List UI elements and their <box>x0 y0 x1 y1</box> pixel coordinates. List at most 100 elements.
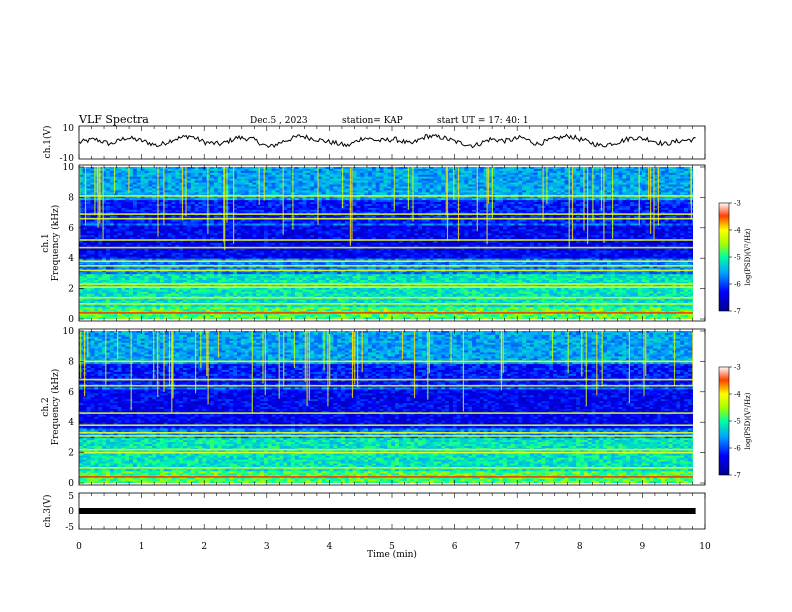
spectrogram-cell <box>510 196 515 199</box>
spectrogram-cell <box>379 176 384 180</box>
spectrogram-cell <box>314 198 319 201</box>
spectrogram-cell <box>660 174 666 178</box>
spectrogram-cell <box>129 200 134 203</box>
spectrogram-cell <box>637 190 643 193</box>
spectrogram-cell <box>437 198 442 201</box>
spectrogram-cell <box>267 176 273 180</box>
spectrogram-cell <box>483 188 488 191</box>
spectrogram-cell <box>256 207 261 211</box>
spectrogram-cell <box>213 184 219 187</box>
spectrogram-cell <box>633 182 639 185</box>
spectrogram-cell <box>186 174 192 178</box>
spectrogram-cell <box>452 172 458 176</box>
spectrogram-cell <box>387 196 392 199</box>
spectrogram-cell <box>244 205 249 209</box>
spectrogram-cell <box>533 172 538 176</box>
spectrogram-cell <box>317 178 323 182</box>
spectrogram-cell <box>279 198 284 201</box>
spectrogram-cell <box>325 204 330 207</box>
spectrogram-cell <box>383 178 388 182</box>
spectrogram-cell <box>275 202 280 205</box>
spectrogram-cell <box>94 204 99 207</box>
spectrogram-cell <box>294 198 300 201</box>
spectrogram-cell <box>630 170 635 174</box>
spectrogram-cell <box>595 172 600 176</box>
spectrogram-cell <box>529 196 535 199</box>
spectrogram-cell <box>664 174 670 178</box>
spectrogram-cell <box>556 205 562 209</box>
spectrogram-cell <box>364 205 369 209</box>
spectrogram-cell <box>294 172 300 176</box>
spectrogram-cell <box>233 178 238 182</box>
spectrogram-cell <box>267 200 273 203</box>
spectrogram-cell <box>506 174 512 178</box>
spectrogram-cell <box>148 172 153 176</box>
spectrogram-cell <box>572 167 577 170</box>
spectrogram-cell <box>125 172 130 176</box>
spectrogram-cell <box>633 192 639 195</box>
spectrogram-cell <box>325 184 330 187</box>
spectrogram-cell <box>368 170 373 174</box>
spectrogram-cell <box>691 168 693 172</box>
spectrogram-cell <box>360 204 365 207</box>
spectrogram-cell <box>468 168 473 172</box>
spectrogram-cell <box>653 186 658 189</box>
spectrogram-cell <box>271 167 276 170</box>
spectrogram-cell <box>163 200 169 203</box>
spectrogram-cell <box>132 207 138 211</box>
spectrogram-cell <box>672 207 677 211</box>
spectrogram-cell <box>275 170 280 174</box>
spectrogram-cell <box>190 202 196 205</box>
spectrogram-cell <box>210 170 215 174</box>
spectrogram-cell <box>113 176 118 180</box>
spectrogram-cell <box>306 196 311 199</box>
spectrogram-cell <box>487 178 492 182</box>
spectrogram-cell <box>244 192 249 195</box>
spectrogram-cell <box>121 186 126 189</box>
spectrogram-cell <box>653 188 658 191</box>
spectrogram-cell <box>526 186 531 189</box>
spectrogram-cell <box>79 174 84 178</box>
spectrogram-cell <box>163 192 169 195</box>
spectrogram-cell <box>379 170 384 174</box>
spectrogram-cell <box>102 174 107 178</box>
spectrogram-cell <box>306 170 311 174</box>
spectrogram-cell <box>649 190 654 193</box>
spectrogram-cell <box>121 188 126 191</box>
spectrogram-cell <box>580 184 585 187</box>
spectrogram-cell <box>294 176 300 180</box>
spectrogram-cell <box>321 170 327 174</box>
spectrogram-cell <box>283 167 288 170</box>
spectrogram-cell <box>491 186 496 189</box>
spectrogram-cell <box>252 180 257 183</box>
spectrogram-cell <box>545 205 550 209</box>
spectrogram-cell <box>179 186 184 189</box>
spectrogram-cell <box>310 167 315 170</box>
spectrogram-cell <box>414 202 419 205</box>
spectrogram-cell <box>402 204 407 207</box>
spectrogram-cell <box>676 174 681 178</box>
spectrogram-cell <box>587 207 592 211</box>
spectrogram-cell <box>398 192 404 195</box>
spectrogram-cell <box>691 200 693 203</box>
spectrogram-cell <box>132 182 138 185</box>
spectrogram-cell <box>356 167 361 170</box>
spectrogram-cell <box>452 188 458 191</box>
spectrogram-cell <box>464 192 469 195</box>
spectrogram-cell <box>229 207 234 211</box>
spectrogram-cell <box>522 170 527 174</box>
spectrogram-cell <box>287 182 292 185</box>
spectrogram-cell <box>240 200 246 203</box>
spectrogram-cell <box>583 178 589 182</box>
spectrogram-cell <box>618 176 623 180</box>
spectrogram-cell <box>171 180 176 183</box>
spectrogram-cell <box>468 198 473 201</box>
spectrogram-cell <box>152 205 157 209</box>
spectrogram-cell <box>622 198 627 201</box>
spectrogram-cell <box>622 207 627 211</box>
spectrogram-cell <box>402 174 407 178</box>
spectrogram-cell <box>460 180 465 183</box>
spectrogram-cell <box>395 170 400 174</box>
spectrogram-cell <box>310 168 315 172</box>
spectrogram-cell <box>418 190 423 193</box>
